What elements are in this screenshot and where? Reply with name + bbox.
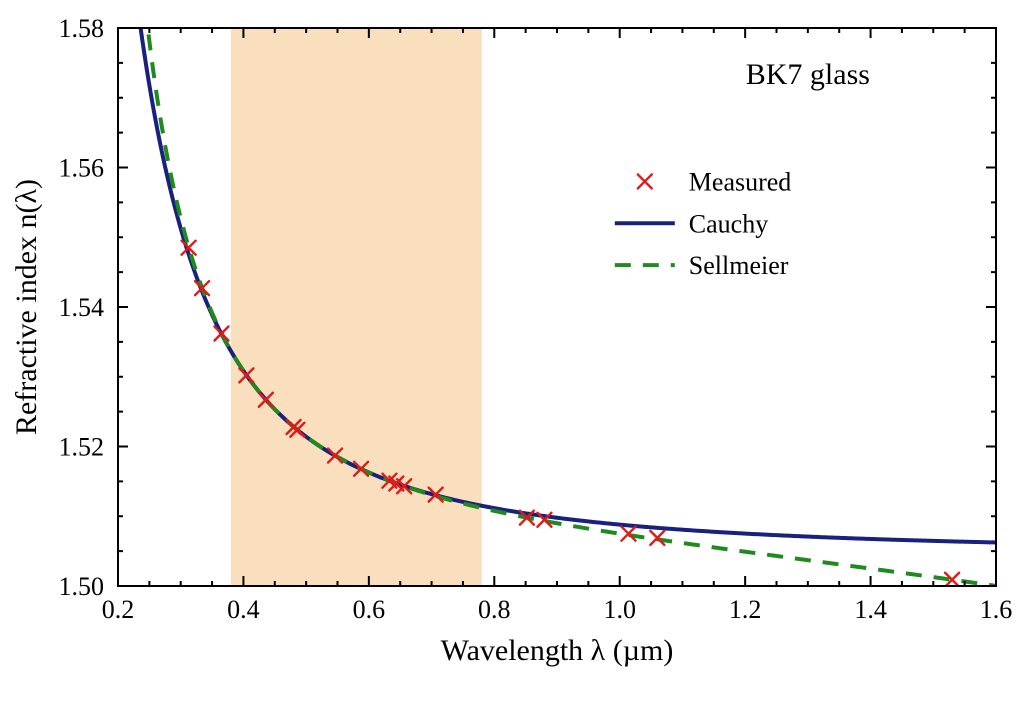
y-tick-label: 1.56 <box>59 154 105 183</box>
dispersion-chart: 0.2 0.4 0.6 0.8 1.0 1.2 1.4 1.6 1.50 1.52 1.54 1.56… <box>0 0 1024 712</box>
visible-band <box>231 28 482 586</box>
chart-svg: 0.2 0.4 0.6 0.8 1.0 1.2 1.4 1.6 1.50 1.52 1.54 1.56… <box>0 0 1024 712</box>
x-axis-label: Wavelength λ (µm) <box>441 634 674 667</box>
legend-label: Measured <box>689 167 792 196</box>
x-tick-label: 1.4 <box>854 595 887 624</box>
y-tick-label: 1.50 <box>59 572 105 601</box>
x-tick-label: 0.8 <box>478 595 511 624</box>
y-axis-label: Refractive index n(λ) <box>10 179 43 435</box>
x-tick-label: 0.6 <box>353 595 386 624</box>
chart-title: BK7 glass <box>746 58 870 91</box>
x-tick-label: 0.4 <box>227 595 260 624</box>
legend-label: Cauchy <box>689 209 768 238</box>
legend-label: Sellmeier <box>689 251 789 280</box>
y-tick-label: 1.54 <box>59 293 105 322</box>
x-tick-label: 1.2 <box>729 595 762 624</box>
y-tick-label: 1.58 <box>59 14 105 43</box>
x-tick-label: 1.0 <box>603 595 636 624</box>
x-tick-label: 0.2 <box>102 595 135 624</box>
x-tick-label: 1.6 <box>980 595 1013 624</box>
y-tick-label: 1.52 <box>59 433 105 462</box>
